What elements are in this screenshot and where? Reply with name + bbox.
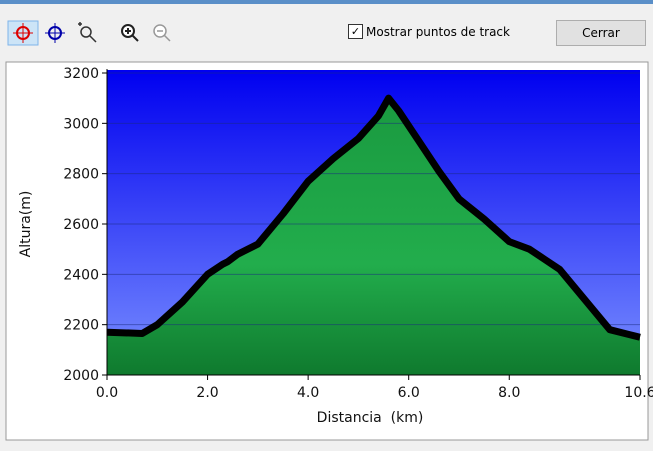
- tool-zoom-box[interactable]: [80, 26, 92, 38]
- y-tick-label: 3000: [63, 116, 99, 132]
- checkbox-label[interactable]: Mostrar puntos de track: [366, 24, 510, 39]
- checkbox[interactable]: ✓ Mostrar puntos de track: [348, 24, 510, 39]
- y-tick-label: 2000: [63, 368, 99, 384]
- y-axis-label: Altura(m): [18, 191, 34, 258]
- x-tick-label: 6.0: [398, 385, 420, 401]
- y-tick-label: 2600: [63, 217, 99, 233]
- x-tick-label: 8.0: [498, 385, 520, 401]
- y-tick-label: 3200: [63, 66, 99, 82]
- close-button[interactable]: Cerrar: [556, 20, 646, 46]
- tool-zoom-in-icon: [125, 28, 139, 42]
- x-tick-label: 0.0: [96, 385, 118, 401]
- area-fill: [107, 98, 640, 376]
- toolbar-icons: [7, 20, 171, 46]
- tool-zoom-out-icon: [157, 30, 171, 42]
- y-tick-label: 2400: [63, 267, 99, 283]
- x-tick-label: 2.0: [196, 385, 218, 401]
- tool-red-cross: [13, 23, 33, 43]
- tool-blue-cross: [45, 23, 65, 43]
- title-strip: [0, 0, 653, 4]
- tool-zoom-box-handle: [78, 22, 97, 43]
- y-tick-label: 2800: [63, 167, 99, 183]
- x-tick-label: 4.0: [297, 385, 319, 401]
- checkbox-box[interactable]: ✓: [348, 24, 363, 39]
- x-axis-label: Distancia (km): [317, 410, 424, 426]
- y-tick-label: 2200: [63, 318, 99, 334]
- elevation-line: [106, 94, 641, 341]
- x-tick-label: 10.6: [624, 385, 653, 401]
